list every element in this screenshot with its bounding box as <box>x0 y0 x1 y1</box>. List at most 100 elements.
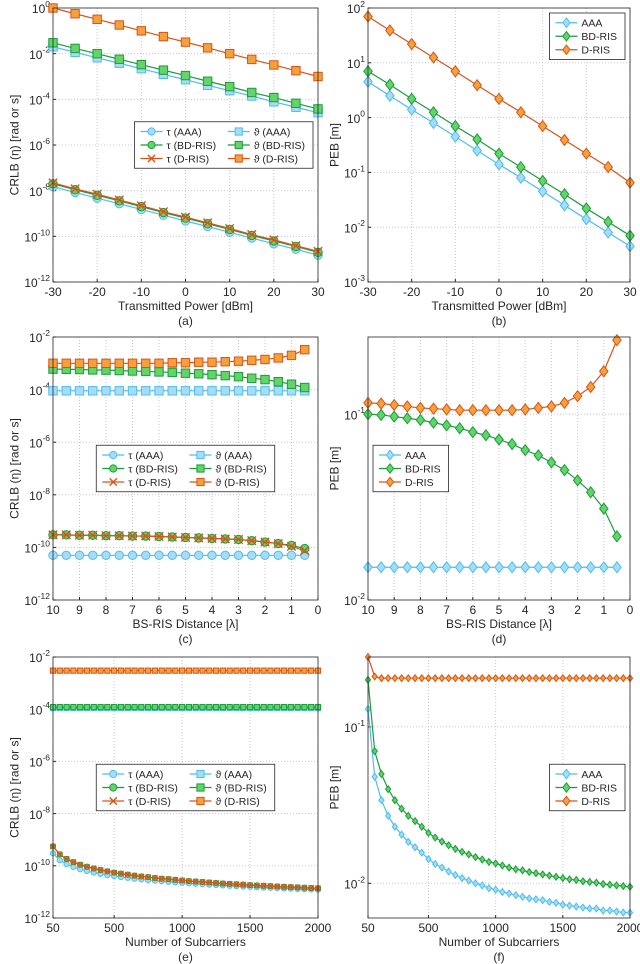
marker <box>376 408 386 422</box>
marker <box>378 673 385 683</box>
marker <box>101 386 111 396</box>
marker <box>92 48 102 59</box>
marker <box>167 386 177 396</box>
marker <box>300 382 310 393</box>
marker <box>415 401 426 415</box>
marker <box>494 560 504 574</box>
marker <box>431 673 439 683</box>
x-tick-label: 10 <box>223 285 237 299</box>
y-tick-label: 10-8 <box>29 805 50 822</box>
marker <box>97 704 104 711</box>
y-tick-label: 10-2 <box>344 218 365 235</box>
marker <box>291 240 301 251</box>
marker <box>194 550 204 561</box>
marker <box>114 20 124 30</box>
marker <box>141 366 151 377</box>
marker <box>603 160 613 174</box>
marker <box>599 879 607 889</box>
marker <box>585 560 596 574</box>
legend-label: D-RIS <box>581 796 610 808</box>
marker <box>505 673 513 683</box>
marker <box>246 667 254 674</box>
marker <box>219 880 226 887</box>
marker <box>467 425 478 439</box>
marker <box>499 861 506 870</box>
marker <box>260 550 270 561</box>
marker <box>606 906 614 915</box>
marker <box>308 667 315 674</box>
x-tick-label: 4 <box>522 603 529 617</box>
marker <box>260 386 270 396</box>
marker <box>260 374 270 385</box>
marker <box>111 704 118 711</box>
marker <box>385 476 395 488</box>
marker <box>158 704 165 711</box>
marker <box>431 859 439 869</box>
marker <box>70 184 80 194</box>
marker <box>167 358 177 368</box>
y-tick-label: 10-8 <box>29 486 50 503</box>
marker <box>286 541 297 552</box>
axes-box <box>52 336 319 601</box>
x-tick-label: 500 <box>418 921 438 935</box>
legend-label: BD-RIS <box>581 31 617 43</box>
marker <box>109 783 118 792</box>
marker <box>507 403 517 417</box>
legend: τ (AAA) ϑ (AAA) τ (BD-RIS) ϑ (BD-RIS) τ (D-R… <box>134 121 314 169</box>
x-tick-label: 20 <box>267 285 281 299</box>
axes-box <box>367 7 631 283</box>
marker <box>376 397 386 410</box>
marker <box>573 673 580 683</box>
marker <box>179 667 186 674</box>
marker <box>219 704 226 711</box>
y-tick-label: 10-4 <box>29 91 50 108</box>
marker <box>481 403 491 417</box>
marker <box>389 410 400 423</box>
marker <box>585 485 596 499</box>
marker <box>472 852 479 862</box>
marker <box>151 704 159 711</box>
x-tick-label: 2000 <box>617 921 640 935</box>
marker <box>127 550 138 561</box>
marker <box>472 133 482 146</box>
marker <box>441 560 452 574</box>
axes-box <box>367 656 631 919</box>
marker <box>418 673 425 683</box>
marker <box>219 667 226 674</box>
marker <box>301 667 308 674</box>
marker <box>109 769 118 779</box>
marker <box>131 704 138 711</box>
marker <box>202 43 213 53</box>
legend-label: ϑ (D-RIS) <box>216 477 260 489</box>
marker <box>613 881 620 890</box>
marker <box>465 876 473 885</box>
marker <box>273 538 283 549</box>
x-tick-label: -30 <box>44 285 62 299</box>
marker <box>562 768 571 780</box>
y-axis-label: PEB [m] <box>327 765 341 809</box>
y-tick-label: 10-10 <box>24 228 50 245</box>
marker <box>124 871 131 878</box>
marker <box>438 673 446 683</box>
marker <box>532 895 540 904</box>
x-tick-label: 1 <box>288 603 295 617</box>
marker <box>273 550 283 561</box>
marker <box>145 704 152 711</box>
marker <box>194 386 204 396</box>
marker <box>234 140 243 150</box>
marker <box>70 704 77 711</box>
marker <box>114 195 124 205</box>
marker <box>533 449 544 462</box>
marker <box>220 370 230 381</box>
marker <box>77 861 84 868</box>
x-tick-label: 10 <box>46 603 60 617</box>
legend-label: ϑ (AAA) <box>216 769 253 781</box>
marker <box>260 882 267 889</box>
marker <box>559 673 567 683</box>
marker <box>405 811 412 821</box>
marker <box>233 356 244 366</box>
marker <box>566 901 573 910</box>
marker <box>233 371 244 382</box>
